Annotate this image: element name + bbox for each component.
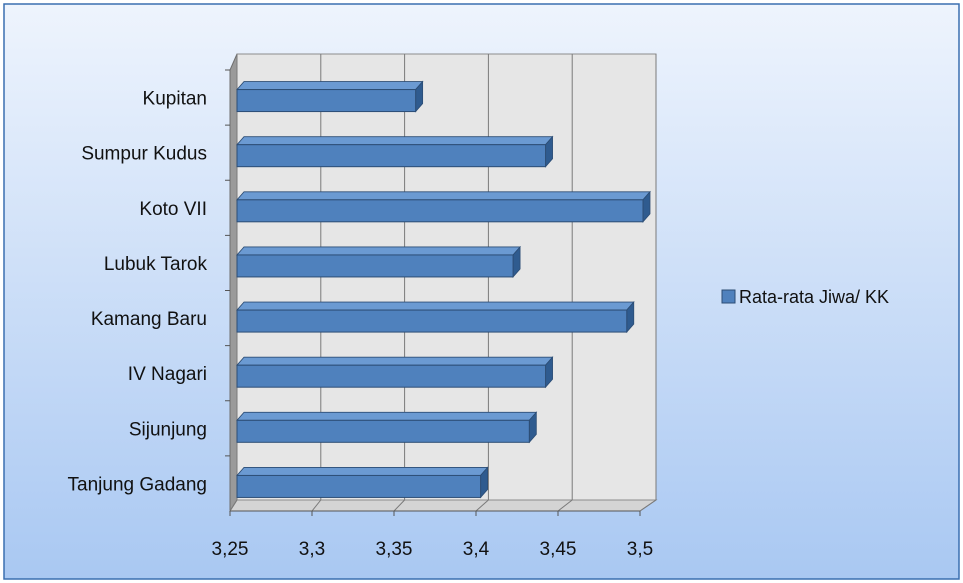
bar-top-7: [236, 467, 489, 476]
category-label-1: Sumpur Kudus: [81, 144, 207, 165]
category-label-2: Koto VII: [139, 199, 207, 220]
gridline-floor-0: [229, 499, 238, 512]
bar-top-4: [236, 301, 635, 311]
gridline-floor-1: [311, 499, 322, 512]
x-tick-label-1: 3,3: [299, 539, 325, 560]
category-label-6: Sijunjung: [129, 419, 207, 440]
bar-top-3: [236, 246, 521, 256]
bar-top-0: [236, 81, 424, 90]
x-tick-label-5: 3,5: [627, 539, 653, 560]
bar-6: [236, 419, 530, 443]
x-tick-label-0: 3,25: [212, 539, 249, 560]
plot-side-wall: [229, 53, 238, 513]
bar-3: [236, 254, 514, 278]
gridline-floor-4: [557, 499, 573, 512]
gridline-floor-2: [393, 499, 405, 512]
bar-top-5: [236, 356, 554, 366]
gridline-floor-3: [475, 499, 489, 512]
bar-0: [236, 89, 417, 113]
category-label-5: IV Nagari: [128, 364, 207, 385]
bar-top-1: [236, 136, 554, 146]
bar-1: [236, 144, 547, 168]
bar-2: [236, 199, 644, 223]
category-label-3: Lubuk Tarok: [104, 254, 208, 275]
bar-4: [236, 309, 628, 333]
category-label-0: Kupitan: [143, 89, 207, 110]
category-label-7: Tanjung Gadang: [68, 474, 207, 495]
bar-5: [236, 364, 547, 388]
legend-swatch: [721, 289, 736, 304]
x-tick-label-4: 3,45: [540, 539, 577, 560]
legend-label: Rata-rata Jiwa/ KK: [739, 287, 889, 307]
category-label-4: Kamang Baru: [91, 309, 207, 330]
x-tick-label-2: 3,35: [376, 539, 413, 560]
plot-floor: [229, 499, 658, 512]
gridline-floor-5: [639, 499, 657, 512]
bar-top-6: [236, 411, 538, 421]
x-tick-label-3: 3,4: [463, 539, 490, 560]
bar-7: [236, 474, 482, 498]
bar-top-2: [236, 191, 651, 201]
